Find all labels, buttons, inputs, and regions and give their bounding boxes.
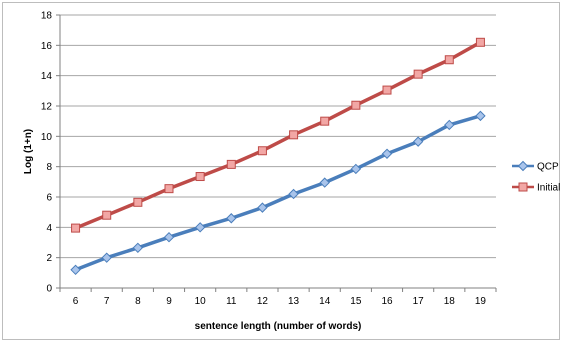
data-point-qcp [350, 163, 362, 175]
series-initial [71, 37, 485, 233]
data-point-qcp [226, 213, 237, 224]
data-point-initial [289, 130, 299, 140]
x-axis-title: sentence length (number of words) [195, 321, 362, 332]
x-tick-label: 8 [135, 296, 141, 307]
data-point-initial [413, 69, 423, 79]
y-tick-label: 14 [41, 71, 53, 82]
data-point-initial [320, 116, 330, 126]
x-tick-label: 14 [319, 296, 331, 307]
data-point-qcp [319, 177, 330, 188]
x-tick-label: 16 [381, 296, 393, 307]
y-tick-label: 12 [41, 102, 53, 113]
y-axis-title: Log (1+n) [23, 129, 34, 174]
data-point-initial [133, 197, 143, 207]
y-tick-label: 16 [41, 41, 53, 52]
x-tick-label: 6 [73, 296, 79, 307]
x-tick-label: 12 [257, 296, 269, 307]
series [70, 37, 486, 276]
x-tick-label: 10 [195, 296, 207, 307]
data-point-qcp [475, 110, 486, 122]
gridlines [60, 14, 496, 259]
x-tick-label: 13 [288, 296, 300, 307]
axes [56, 14, 497, 292]
data-point-qcp [132, 242, 144, 254]
data-point-qcp [288, 188, 299, 200]
legend-marker [518, 182, 528, 192]
x-tick-label: 18 [444, 296, 456, 307]
x-tick-label: 19 [475, 296, 487, 307]
series-line-qcp [74, 114, 481, 272]
data-point-initial [351, 100, 361, 110]
data-point-qcp [194, 222, 206, 233]
y-tick-label: 0 [46, 284, 52, 295]
y-tick-label: 10 [41, 132, 53, 143]
x-tick-label: 7 [104, 296, 110, 307]
x-tick-label: 15 [350, 296, 362, 307]
legend-item-initial: Initial [512, 182, 560, 194]
data-point-qcp [257, 202, 268, 213]
x-tick-label: 17 [413, 296, 425, 307]
legend-item-qcp: QCP [512, 160, 559, 173]
chart-frame [2, 2, 560, 340]
data-point-qcp [163, 231, 175, 243]
data-point-initial [71, 223, 81, 233]
legend-label: QCP [537, 162, 559, 173]
data-point-qcp [101, 252, 112, 263]
data-point-qcp [381, 148, 393, 159]
data-point-initial [102, 210, 112, 220]
y-tick-label: 4 [46, 223, 52, 234]
data-point-initial [164, 184, 174, 194]
data-point-initial [382, 85, 392, 95]
tick-labels: 0 2 4 6 8 10 12 14 16 18 6 7 8 9 10 11 12 13 14 15 16 17 18 19 [41, 11, 487, 308]
y-tick-label: 18 [41, 11, 53, 22]
legend: QCP Initial [512, 160, 560, 194]
data-point-qcp [70, 264, 81, 276]
data-point-initial [226, 159, 236, 169]
data-point-initial [475, 37, 485, 47]
data-point-qcp [444, 119, 455, 131]
y-tick-label: 8 [46, 162, 52, 173]
x-tick-label: 11 [226, 296, 237, 307]
x-tick-label: 9 [166, 296, 172, 307]
y-tick-label: 2 [46, 253, 52, 264]
data-point-initial [444, 55, 454, 65]
series-line-initial [74, 40, 482, 230]
data-point-initial [257, 146, 267, 156]
series-qcp [70, 110, 486, 276]
data-point-initial [195, 172, 205, 182]
y-tick-label: 6 [46, 193, 52, 204]
data-point-qcp [412, 136, 424, 147]
legend-marker [517, 160, 529, 172]
legend-label: Initial [537, 183, 560, 194]
